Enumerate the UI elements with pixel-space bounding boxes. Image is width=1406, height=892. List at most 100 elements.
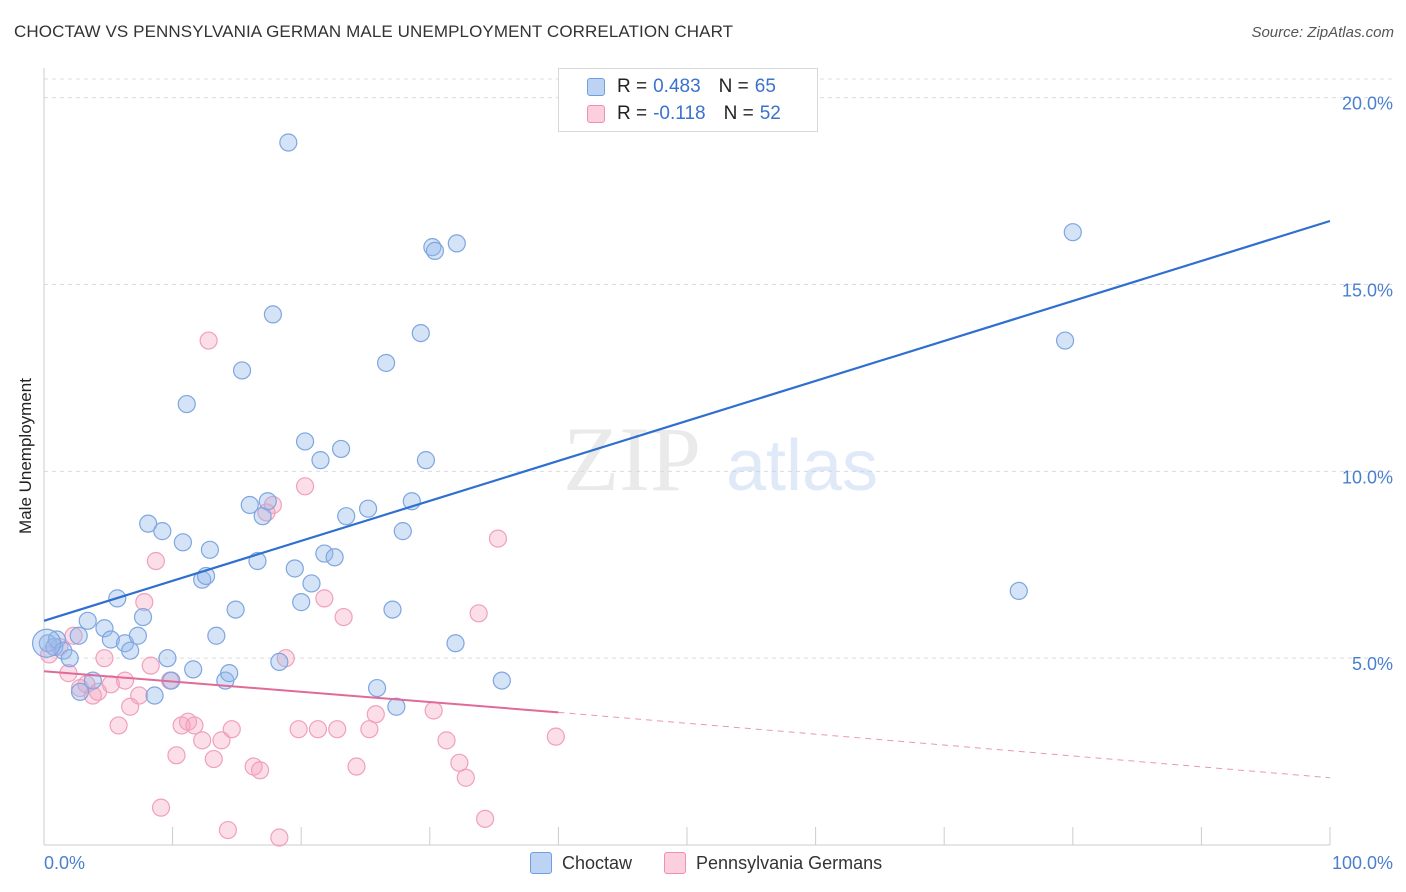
pennsylvania-germans-point bbox=[199, 331, 218, 350]
choctaw-point bbox=[446, 634, 465, 653]
choctaw-point bbox=[158, 649, 177, 668]
pennsylvania-germans-point bbox=[218, 820, 237, 840]
choctaw-point bbox=[184, 660, 203, 679]
pennsylvania-germans-point bbox=[295, 477, 315, 496]
legend-row-choctaw: R = 0.483 N = 65 bbox=[587, 75, 776, 99]
choctaw-point bbox=[387, 697, 406, 716]
pennsylvania-germans-point bbox=[222, 720, 241, 739]
y-tick-label: 20.0% bbox=[1342, 94, 1393, 114]
choctaw-point bbox=[101, 630, 120, 649]
pennsylvania-germans-swatch bbox=[664, 852, 687, 874]
x-tick-label: 0.0% bbox=[44, 853, 85, 873]
choctaw-point bbox=[411, 323, 430, 343]
pennsylvania-germans-point bbox=[308, 720, 328, 739]
pennsylvania-germans-point bbox=[193, 731, 212, 750]
pennsylvania-germans-point bbox=[204, 749, 223, 769]
choctaw-point bbox=[376, 353, 396, 373]
choctaw-point bbox=[279, 133, 298, 152]
pennsylvania-germans-point bbox=[151, 798, 171, 817]
chart-title: CHOCTAW VS PENNSYLVANIA GERMAN MALE UNEM… bbox=[14, 22, 734, 41]
choctaw-point bbox=[145, 686, 164, 705]
choctaw-point bbox=[270, 652, 289, 672]
choctaw-point bbox=[200, 540, 219, 559]
choctaw-point bbox=[1063, 223, 1082, 242]
pennsylvania-germans-point bbox=[185, 716, 204, 735]
n-value: 65 bbox=[754, 76, 776, 97]
pennsylvania-germans-point bbox=[141, 656, 160, 675]
pennsylvania-germans-point bbox=[95, 649, 114, 668]
r-value: -0.118 bbox=[653, 103, 706, 124]
pennsylvania-germans-point bbox=[424, 701, 443, 720]
choctaw-point bbox=[367, 678, 387, 698]
choctaw-point bbox=[128, 626, 147, 645]
legend-label: Choctaw bbox=[562, 852, 633, 873]
pennsylvania-germans-trend-extension bbox=[558, 711, 1331, 779]
axes bbox=[43, 68, 1331, 846]
choctaw-point bbox=[285, 559, 304, 578]
pennsylvania-germans-point bbox=[469, 604, 488, 623]
choctaw-point bbox=[258, 492, 277, 511]
source-label: Source: ZipAtlas.com bbox=[1251, 24, 1394, 41]
choctaw-point bbox=[295, 432, 315, 451]
choctaw-point bbox=[425, 241, 445, 260]
choctaw-point bbox=[226, 600, 245, 619]
choctaw-point bbox=[492, 671, 511, 690]
pennsylvania-germans-point bbox=[475, 809, 495, 828]
pennsylvania-germans-point bbox=[437, 731, 456, 750]
pennsylvania-germans-point bbox=[334, 607, 353, 627]
pennsylvania-germans-point bbox=[212, 731, 231, 750]
legend-item-choctaw[interactable]: Choctaw bbox=[530, 852, 632, 874]
choctaw-point bbox=[315, 544, 334, 563]
legend-label: Pennsylvania Germans bbox=[696, 852, 883, 873]
pennsylvania-germans-point bbox=[115, 671, 135, 690]
pennsylvania-germans-point bbox=[347, 757, 366, 776]
watermark-atlas: atlas bbox=[726, 426, 878, 506]
pennsylvania-germans-point bbox=[488, 529, 508, 548]
trend-lines bbox=[43, 219, 1331, 779]
choctaw-point bbox=[331, 439, 351, 459]
choctaw-point bbox=[447, 234, 466, 253]
y-tick-label: 10.0% bbox=[1342, 467, 1393, 487]
pennsylvania-germans-point bbox=[546, 727, 565, 746]
choctaw-point bbox=[69, 626, 88, 645]
n-value: 52 bbox=[759, 103, 781, 124]
choctaw-point bbox=[416, 451, 436, 470]
pennsylvania-germans-point bbox=[456, 768, 475, 787]
tick-labels: 5.0% 10.0% 15.0% 20.0% 0.0% 100.0% bbox=[44, 94, 1393, 873]
legend-row-pennsylvania-germans: R = -0.118 N = 52 bbox=[587, 102, 781, 126]
choctaw-swatch bbox=[587, 78, 605, 96]
choctaw-point bbox=[153, 522, 172, 541]
choctaw-trend-line bbox=[43, 219, 1331, 622]
choctaw-swatch bbox=[530, 852, 552, 874]
correlation-legend: R = 0.483 N = 65 R = -0.118 N = 52 bbox=[558, 68, 818, 132]
choctaw-point bbox=[78, 611, 97, 630]
choctaw-point bbox=[1055, 331, 1075, 350]
choctaw-point bbox=[220, 664, 239, 683]
choctaw-point bbox=[263, 305, 283, 324]
choctaw-point bbox=[173, 533, 192, 552]
choctaw-point bbox=[207, 626, 226, 645]
choctaw-point bbox=[337, 507, 356, 526]
watermark-zip: ZIP bbox=[563, 408, 701, 510]
pennsylvania-germans-point bbox=[366, 705, 385, 724]
pennsylvania-germans-point bbox=[315, 589, 334, 608]
pennsylvania-germans-swatch bbox=[587, 105, 605, 123]
pennsylvania-germans-point bbox=[130, 686, 149, 705]
pennsylvania-germans-point bbox=[109, 716, 128, 735]
y-tick-label: 5.0% bbox=[1352, 654, 1393, 674]
pennsylvania-germans-point bbox=[450, 753, 469, 772]
pennsylvania-germans-point bbox=[167, 746, 186, 765]
choctaw-point bbox=[292, 593, 311, 612]
n-label: N = bbox=[718, 76, 749, 97]
series-pennsylvania-germans bbox=[40, 331, 565, 847]
choctaw-point bbox=[1009, 581, 1028, 601]
choctaw-point bbox=[60, 649, 79, 668]
choctaw-point bbox=[302, 574, 321, 593]
pennsylvania-germans-point bbox=[135, 593, 154, 612]
legend-item-pennsylvania-germans[interactable]: Pennsylvania Germans bbox=[664, 852, 882, 874]
choctaw-point bbox=[54, 641, 73, 660]
n-label: N = bbox=[723, 103, 754, 124]
choctaw-point bbox=[133, 607, 153, 627]
r-label: R = bbox=[617, 103, 648, 124]
series-choctaw bbox=[31, 133, 1082, 716]
